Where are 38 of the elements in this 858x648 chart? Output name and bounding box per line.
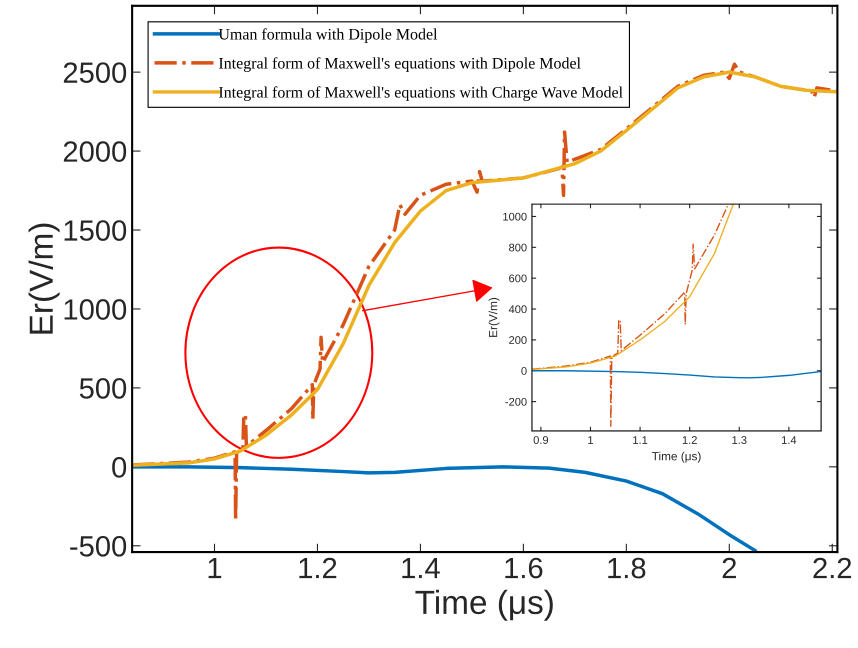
y-axis-title: Er(V/m): [488, 298, 500, 337]
y-tick-label: 1500: [64, 220, 126, 241]
y-tick-label: 0: [112, 457, 126, 478]
line-series: [132, 465, 757, 552]
x-tick-label: 1: [208, 558, 222, 578]
x-tick-label: 1.1: [633, 436, 648, 444]
line-series: [532, 204, 734, 370]
y-tick-label: -200: [505, 398, 527, 406]
y-tick-label: 2500: [64, 62, 126, 83]
legend-label: Integral form of Maxwell's equations with Charge Wave Model: [218, 86, 623, 101]
line-series: [532, 370, 822, 379]
x-axis-title: Time (μs): [415, 590, 553, 621]
x-tick-label: 1: [588, 436, 594, 444]
x-axis-title: Time (μs): [652, 452, 701, 463]
x-tick-label: 1.6: [505, 558, 542, 578]
x-tick-label: 1.8: [608, 558, 646, 578]
y-tick-label: 800: [509, 244, 527, 252]
y-tick-label: 1000: [503, 212, 527, 221]
x-tick-label: 1.4: [782, 436, 796, 444]
x-tick-label: 1.2: [682, 436, 697, 444]
legend-label: Uman formula with Dipole Model: [218, 28, 438, 43]
line-series: [532, 204, 730, 427]
y-tick-label: 0: [521, 367, 527, 375]
x-tick-label: 0.9: [534, 436, 548, 444]
y-tick-label: 600: [509, 274, 527, 282]
y-tick-label: 400: [508, 305, 527, 314]
x-tick-label: 2: [722, 558, 736, 578]
x-tick-label: 1.2: [299, 558, 336, 578]
x-tick-label: 2.2: [813, 558, 852, 578]
y-tick-label: 500: [80, 378, 126, 399]
y-tick-label: 2000: [64, 141, 126, 162]
y-tick-label: -500: [70, 536, 126, 557]
y-tick-label: 200: [509, 336, 527, 344]
x-tick-label: 1.3: [732, 436, 747, 444]
y-tick-label: 1000: [64, 299, 126, 320]
x-tick-label: 1.4: [402, 558, 440, 578]
y-axis-title: Er(V/m): [28, 224, 60, 334]
legend-label: Integral form of Maxwell's equations with Dipole Model: [218, 57, 581, 72]
